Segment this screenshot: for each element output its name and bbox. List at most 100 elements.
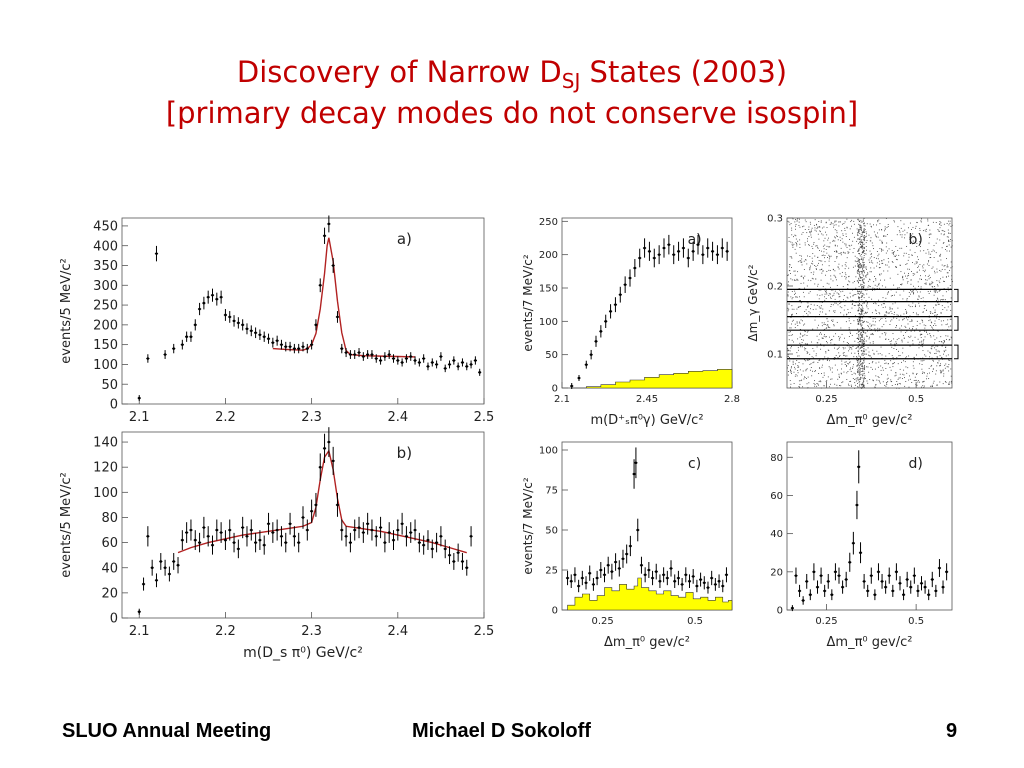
- scatter-point: [932, 282, 934, 284]
- x-tick-label: 2.3: [301, 624, 322, 639]
- scatter-point: [876, 262, 878, 264]
- data-point: [223, 530, 228, 550]
- scatter-point: [832, 289, 834, 291]
- scatter-point: [942, 230, 944, 232]
- scatter-point: [799, 322, 801, 324]
- point-marker: [581, 576, 584, 580]
- scatter-point: [916, 384, 918, 386]
- scatter-point: [823, 334, 825, 336]
- scatter-point: [820, 343, 822, 345]
- scatter-point: [868, 338, 870, 340]
- scatter-point: [863, 252, 864, 254]
- scatter-point: [860, 364, 862, 366]
- scatter-point: [818, 381, 820, 382]
- scatter-point: [863, 294, 865, 296]
- point-marker: [258, 333, 262, 337]
- scatter-point: [860, 277, 862, 279]
- scatter-point: [838, 268, 840, 270]
- data-points: [565, 447, 729, 594]
- scatter-point: [946, 323, 948, 325]
- scatter-point: [797, 347, 799, 349]
- scatter-point: [888, 312, 890, 314]
- scatter-point: [920, 337, 922, 338]
- point-marker: [189, 528, 193, 532]
- scatter-point: [876, 251, 878, 252]
- scatter-point: [940, 233, 942, 235]
- scatter-point: [862, 232, 864, 233]
- point-marker: [150, 566, 154, 570]
- scatter-point: [805, 221, 807, 223]
- scatter-point: [862, 274, 864, 276]
- scatter-point: [882, 262, 884, 264]
- data-point: [570, 383, 574, 389]
- scatter-point: [923, 359, 925, 361]
- point-marker: [306, 528, 309, 532]
- scatter-point: [863, 372, 865, 374]
- scatter-point: [830, 293, 831, 295]
- scatter-point: [951, 224, 953, 226]
- scatter-point: [928, 260, 930, 262]
- scatter-point: [865, 266, 867, 268]
- scatter-point: [813, 243, 815, 245]
- scatter-point: [804, 377, 806, 378]
- scatter-point: [838, 225, 840, 227]
- scatter-point: [814, 255, 816, 257]
- scatter-point: [801, 258, 803, 260]
- scatter-point: [880, 318, 881, 320]
- scatter-point: [862, 317, 864, 319]
- scatter-point: [859, 378, 860, 380]
- scatter-point: [860, 241, 862, 243]
- point-marker: [409, 355, 413, 358]
- scatter-point: [846, 296, 848, 298]
- scatter-point: [878, 312, 880, 314]
- scatter-point: [806, 263, 808, 265]
- scatter-point: [858, 319, 860, 321]
- scatter-point: [870, 253, 872, 255]
- scatter-point: [894, 384, 896, 385]
- scatter-point: [859, 304, 861, 306]
- scatter-point: [873, 248, 875, 250]
- point-marker: [905, 578, 909, 581]
- scatter-point: [811, 257, 813, 259]
- point-marker: [211, 293, 214, 297]
- scatter-point: [829, 367, 831, 369]
- band-bracket: [954, 316, 959, 331]
- scatter-point: [859, 224, 861, 226]
- scatter-point: [920, 286, 922, 288]
- scatter-point: [912, 285, 914, 287]
- scatter-point: [943, 353, 944, 355]
- scatter-point: [844, 337, 845, 339]
- scatter-point: [862, 220, 864, 222]
- data-point: [608, 304, 613, 319]
- scatter-point: [906, 277, 908, 279]
- scatter-point: [866, 335, 868, 337]
- scatter-point: [862, 366, 863, 367]
- scatter-point: [843, 294, 845, 296]
- scatter-point: [859, 316, 860, 318]
- scatter-point: [812, 263, 814, 265]
- scatter-point: [862, 322, 864, 324]
- y-tick-label: 200: [93, 318, 118, 333]
- scatter-point: [902, 352, 904, 354]
- scatter-point: [928, 292, 930, 294]
- scatter-point: [825, 274, 826, 276]
- y-tick-label: 40: [770, 529, 783, 540]
- scatter-point: [932, 327, 934, 329]
- scatter-point: [857, 219, 859, 221]
- point-marker: [430, 361, 434, 364]
- scatter-point: [878, 379, 880, 381]
- plot-frame: [561, 441, 733, 611]
- scatter-point: [787, 364, 789, 366]
- scatter-point: [920, 386, 922, 388]
- scatter-point: [861, 290, 863, 292]
- scatter-point: [821, 264, 823, 266]
- scatter-point: [812, 348, 814, 349]
- scatter-point: [930, 385, 932, 387]
- scatter-point: [825, 351, 827, 352]
- scatter-point: [898, 355, 900, 357]
- scatter-point: [805, 309, 807, 311]
- scatter-point: [789, 360, 791, 362]
- data-point: [210, 288, 215, 302]
